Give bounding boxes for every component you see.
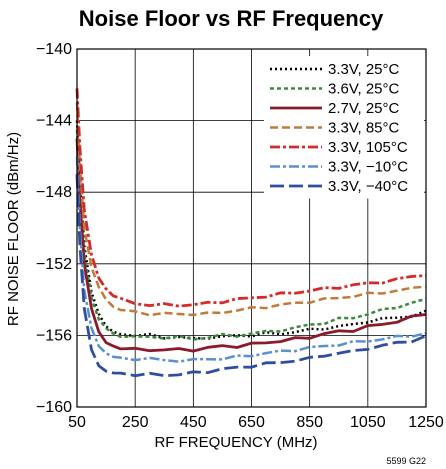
x-tick-label: 250	[122, 414, 149, 431]
legend-label: 3.3V, 25°C	[328, 61, 399, 78]
y-tick-label: −156	[36, 327, 72, 344]
x-axis-label: RF FREQUENCY (MHz)	[154, 434, 317, 451]
x-tick-label: 650	[238, 414, 265, 431]
series-line	[75, 174, 427, 378]
x-tick-label: 850	[296, 414, 323, 431]
series-lines	[75, 88, 427, 378]
legend: 3.3V, 25°C 3.6V, 25°C 2.7V, 25°C 3.3V, 85°C…	[270, 61, 408, 195]
legend-label: 3.3V, −40°C	[328, 178, 408, 195]
chart-title: Noise Floor vs RF Frequency	[79, 6, 384, 31]
series-line	[75, 102, 427, 317]
y-tick-label: −140	[36, 41, 72, 58]
legend-label: 3.3V, −10°C	[328, 159, 408, 176]
y-tick-label: −148	[36, 184, 72, 201]
legend-label: 2.7V, 25°C	[328, 100, 399, 117]
x-tick-label: 1250	[408, 414, 444, 431]
figure-code: 5599 G22	[386, 456, 426, 466]
plot-frame	[76, 48, 427, 408]
y-tick-label: −152	[36, 256, 72, 273]
legend-label: 3.3V, 105°C	[328, 139, 408, 156]
y-tick-label: −144	[36, 113, 72, 130]
series-line	[75, 129, 427, 341]
y-tick-label: −160	[36, 399, 72, 416]
x-tick-label: 50	[68, 414, 86, 431]
legend-label: 3.6V, 25°C	[328, 81, 399, 98]
series-line	[75, 88, 427, 308]
x-tick-label: 1050	[350, 414, 386, 431]
tick-labels: 50 250 450 650 850 1050 1250 −140 −144 −148 −152 −1…	[36, 41, 444, 431]
legend-background	[264, 56, 424, 199]
legend-label: 3.3V, 85°C	[328, 120, 399, 137]
series-line	[75, 156, 427, 363]
y-axis-label: RF NOISE FLOOR (dBm/Hz)	[5, 132, 22, 326]
x-tick-label: 450	[180, 414, 207, 431]
series-line	[75, 138, 427, 353]
